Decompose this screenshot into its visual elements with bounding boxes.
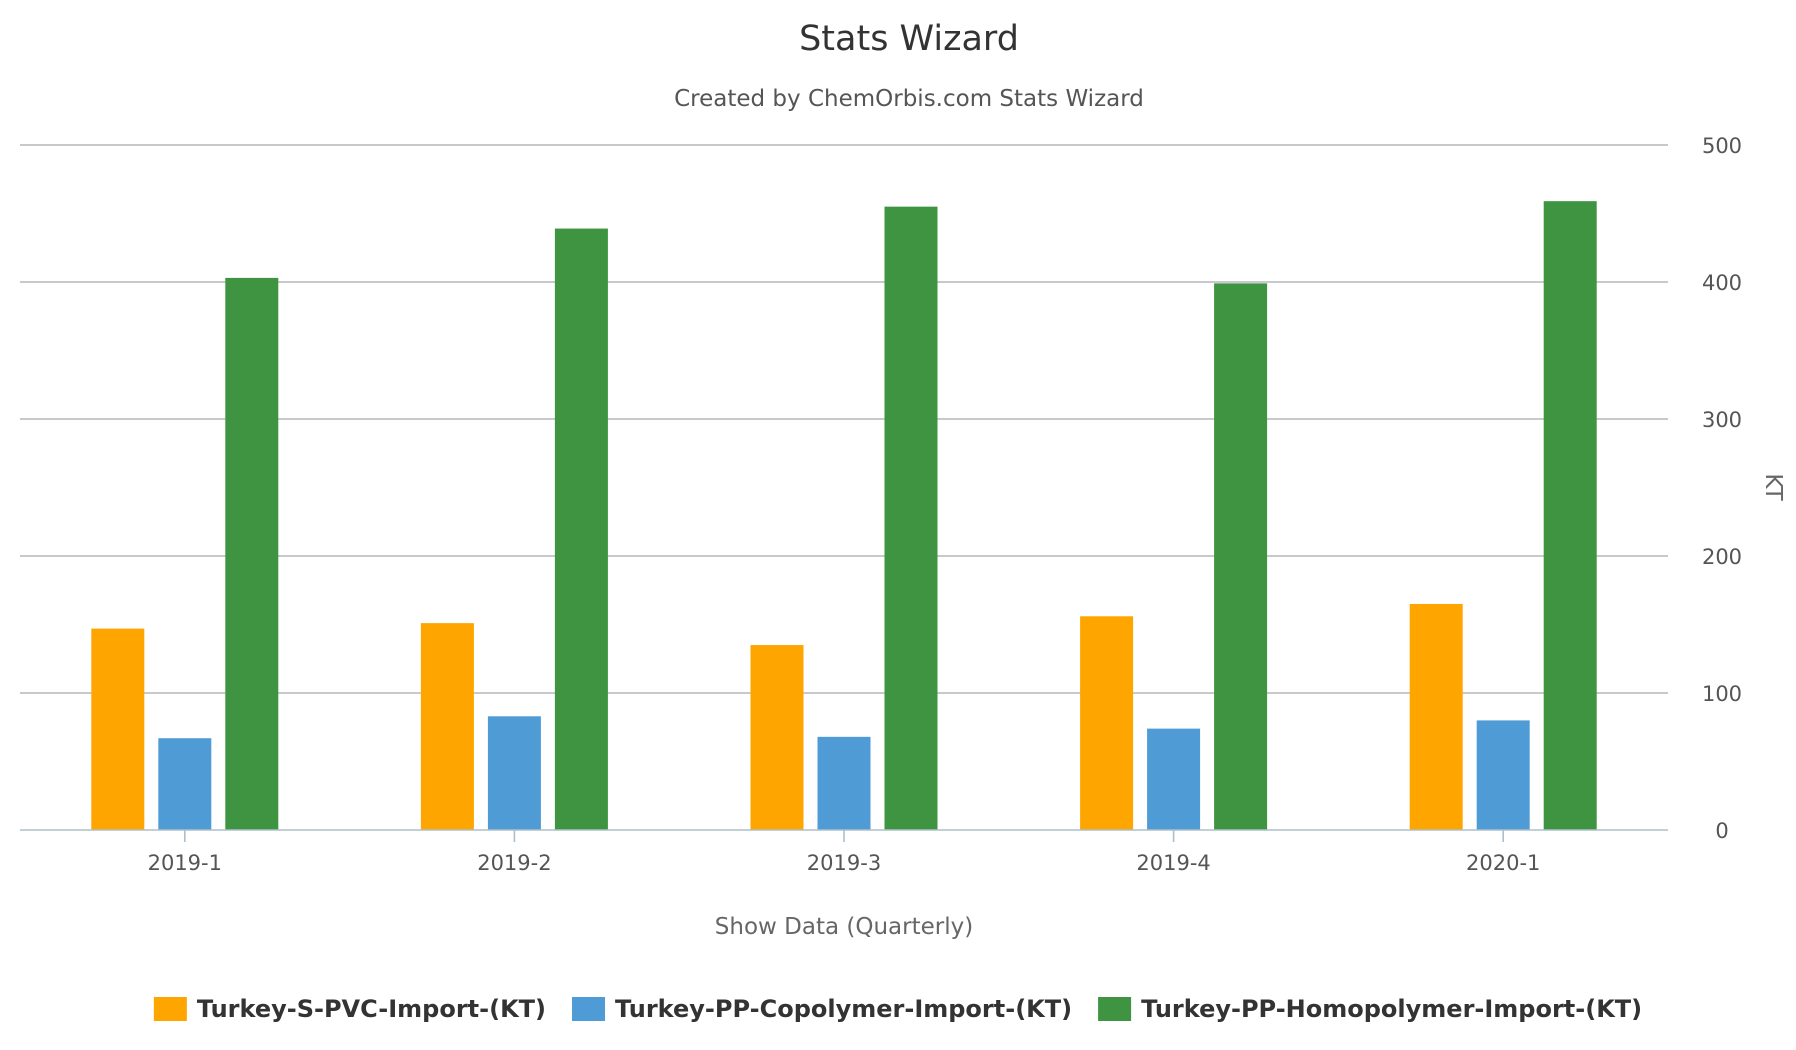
bar[interactable]: Turkey-S-PVC-Import-(KT) 2019-4: 156 bbox=[1080, 616, 1134, 830]
y-axis-ticks: 0 100 200 300 400 500 bbox=[1702, 134, 1742, 843]
x-tick-label: 2019-1 bbox=[148, 851, 222, 875]
bar[interactable]: Turkey-S-PVC-Import-(KT) 2019-2: 151 bbox=[420, 623, 474, 830]
y-tick-label: 300 bbox=[1702, 408, 1742, 432]
grid-lines bbox=[20, 144, 1668, 694]
legend-item[interactable]: Turkey-S-PVC-Import-(KT) bbox=[153, 995, 546, 1023]
bar[interactable]: Turkey-PP-Homopolymer-Import-(KT) 2020-1… bbox=[1543, 201, 1597, 831]
legend[interactable]: Turkey-S-PVC-Import-(KT) Turkey-PP-Copoly… bbox=[153, 995, 1642, 1023]
bar[interactable]: Turkey-PP-Copolymer-Import-(KT) 2019-4: … bbox=[1147, 728, 1201, 830]
bar[interactable]: Turkey-PP-Homopolymer-Import-(KT) 2019-3… bbox=[884, 206, 938, 830]
y-axis-title: KT bbox=[1760, 473, 1786, 501]
x-axis-ticks: 2019-1 2019-2 2019-3 2019-4 2020-1 bbox=[148, 830, 1540, 875]
bar[interactable]: Turkey-S-PVC-Import-(KT) 2020-1: 165 bbox=[1409, 603, 1463, 830]
legend-item[interactable]: Turkey-PP-Homopolymer-Import-(KT) bbox=[1098, 995, 1642, 1023]
legend-label: Turkey-PP-Copolymer-Import-(KT) bbox=[615, 995, 1072, 1023]
legend-swatch bbox=[572, 997, 606, 1021]
legend-swatch bbox=[1098, 997, 1132, 1021]
x-tick-label: 2019-4 bbox=[1136, 851, 1210, 875]
bar[interactable]: Turkey-PP-Homopolymer-Import-(KT) 2019-4… bbox=[1214, 283, 1268, 830]
y-tick-label: 400 bbox=[1702, 271, 1742, 295]
bar[interactable]: Turkey-S-PVC-Import-(KT) 2019-1: 147 bbox=[91, 628, 145, 830]
chart-subtitle: Created by ChemOrbis.com Stats Wizard bbox=[674, 86, 1144, 112]
legend-swatch bbox=[153, 997, 187, 1021]
legend-label: Turkey-S-PVC-Import-(KT) bbox=[197, 995, 546, 1023]
bars: Turkey-S-PVC-Import-(KT) 2019-1: 147Turk… bbox=[91, 201, 1597, 831]
x-tick-label: 2019-3 bbox=[807, 851, 881, 875]
bar[interactable]: Turkey-PP-Homopolymer-Import-(KT) 2019-1… bbox=[225, 277, 279, 830]
bar[interactable]: Turkey-PP-Copolymer-Import-(KT) 2019-1: … bbox=[158, 738, 212, 830]
y-tick-label: 500 bbox=[1702, 134, 1742, 158]
x-axis-title: Show Data (Quarterly) bbox=[715, 914, 973, 940]
chart-title: Stats Wizard bbox=[799, 19, 1019, 59]
x-tick-label: 2020-1 bbox=[1466, 851, 1540, 875]
y-tick-label: 200 bbox=[1702, 545, 1742, 569]
legend-item[interactable]: Turkey-PP-Copolymer-Import-(KT) bbox=[572, 995, 1072, 1023]
legend-label: Turkey-PP-Homopolymer-Import-(KT) bbox=[1141, 995, 1642, 1023]
y-tick-label: 100 bbox=[1702, 682, 1742, 706]
y-tick-label: 0 bbox=[1715, 819, 1728, 843]
x-tick-label: 2019-2 bbox=[477, 851, 551, 875]
bar[interactable]: Turkey-PP-Homopolymer-Import-(KT) 2019-2… bbox=[554, 228, 608, 830]
bar[interactable]: Turkey-PP-Copolymer-Import-(KT) 2020-1: … bbox=[1476, 720, 1530, 830]
bar[interactable]: Turkey-PP-Copolymer-Import-(KT) 2019-2: … bbox=[487, 716, 541, 830]
bar[interactable]: Turkey-S-PVC-Import-(KT) 2019-3: 135 bbox=[750, 645, 804, 830]
bar[interactable]: Turkey-PP-Copolymer-Import-(KT) 2019-3: … bbox=[817, 736, 871, 830]
